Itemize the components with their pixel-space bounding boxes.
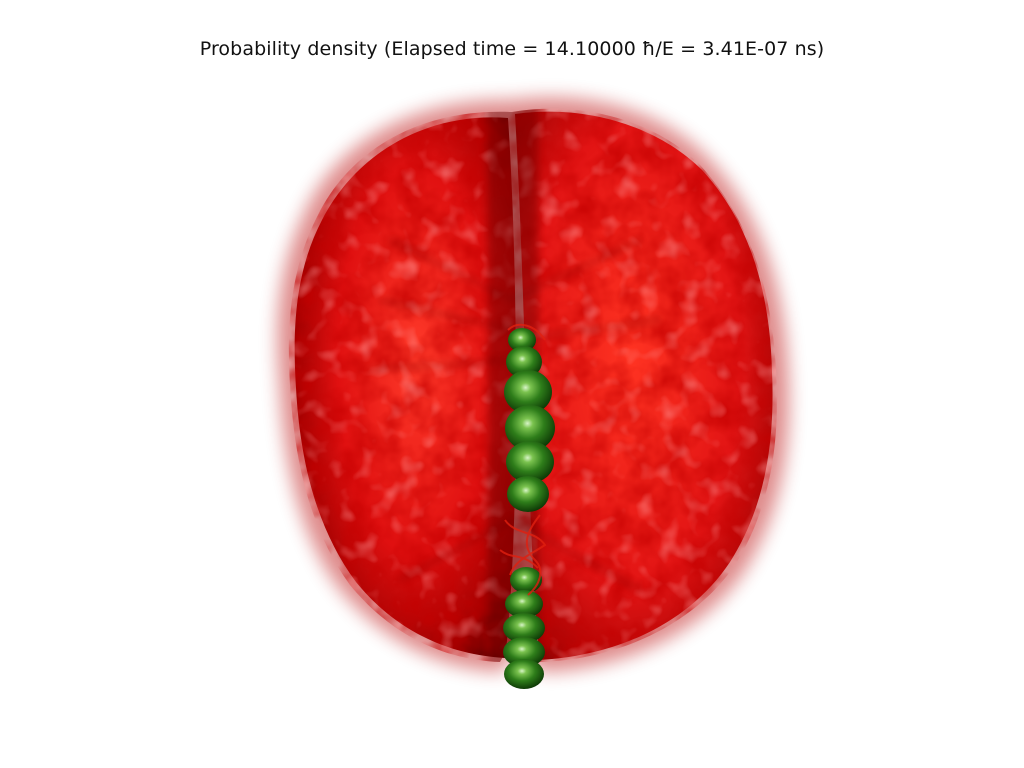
bead bbox=[510, 567, 542, 593]
density-filaments bbox=[499, 323, 547, 596]
bead bbox=[505, 590, 543, 618]
bead bbox=[504, 659, 544, 689]
green-bead-chain bbox=[503, 328, 555, 689]
bead bbox=[506, 441, 554, 483]
bead bbox=[505, 405, 555, 451]
bead bbox=[503, 613, 545, 643]
bead bbox=[507, 476, 549, 512]
bead bbox=[504, 370, 552, 414]
bead bbox=[503, 637, 545, 667]
bead bbox=[506, 346, 542, 378]
bead bbox=[508, 328, 536, 352]
figure-title: Probability density (Elapsed time = 14.1… bbox=[199, 38, 825, 60]
